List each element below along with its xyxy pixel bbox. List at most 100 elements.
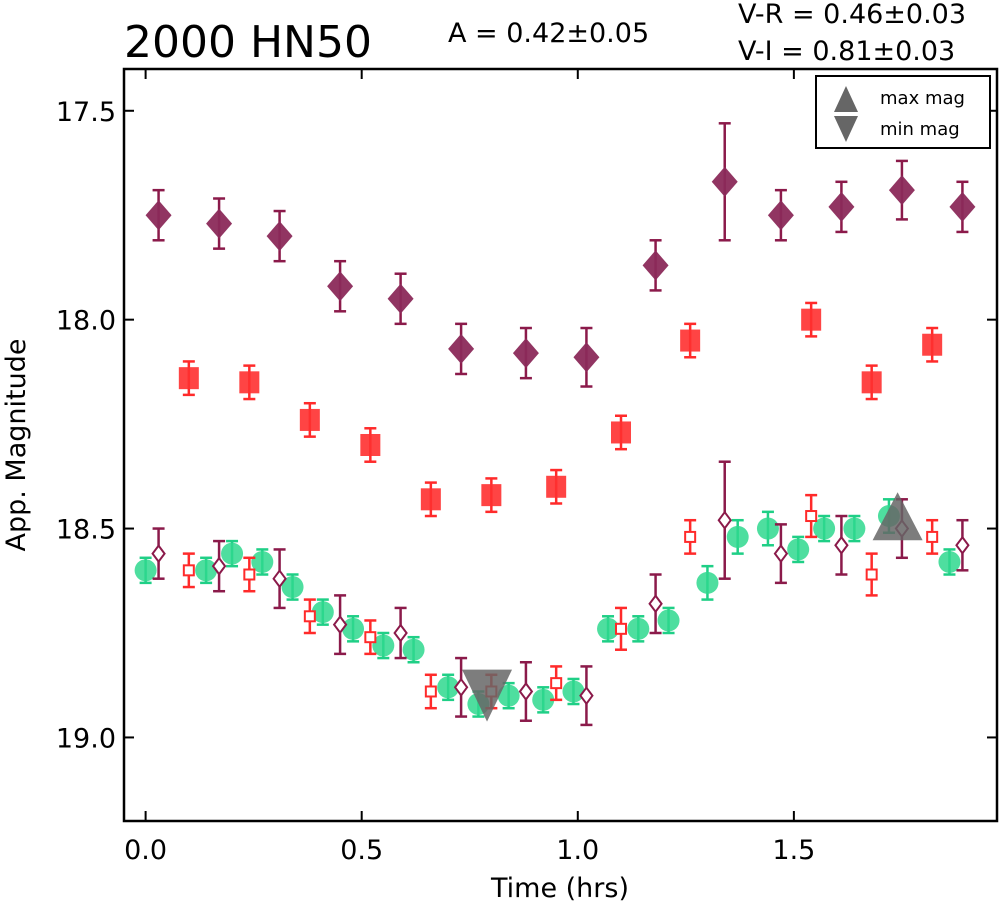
data-point: [611, 414, 632, 451]
x-tick-label: 1.5: [772, 835, 815, 866]
data-point: [597, 615, 620, 643]
data-point: [865, 552, 878, 597]
data-point: [195, 556, 218, 585]
circle-marker: [437, 676, 460, 699]
data-point: [756, 510, 779, 547]
circle-marker: [813, 517, 836, 540]
data-point: [787, 535, 810, 564]
data-point: [926, 518, 939, 555]
data-point: [711, 122, 738, 242]
data-point: [938, 548, 961, 576]
square-marker: [178, 367, 199, 390]
data-point: [402, 635, 425, 664]
open-square-marker: [364, 631, 377, 644]
diamond-marker: [828, 191, 855, 222]
max-mag-marker: [872, 492, 923, 541]
data-point: [532, 686, 555, 714]
open-square-marker: [926, 530, 939, 543]
data-point: [134, 556, 157, 585]
plot-frame: [122, 67, 999, 823]
data-point: [696, 564, 719, 601]
open-square-marker: [550, 677, 563, 690]
open-diamond-marker: [834, 535, 849, 555]
data-point: [360, 427, 381, 463]
circle-marker: [342, 617, 365, 640]
diamond-marker: [573, 342, 600, 373]
open-square-marker: [243, 568, 256, 581]
amplitude-annotation: A = 0.42±0.05: [448, 18, 649, 49]
circle-marker: [938, 550, 961, 573]
open-square-marker: [865, 568, 878, 581]
max-mag-legend-icon: [834, 86, 858, 112]
data-point: [955, 518, 970, 572]
data-point: [281, 573, 304, 601]
data-point: [182, 552, 195, 589]
data-point: [726, 518, 749, 555]
open-diamond-marker: [518, 681, 534, 702]
open-diamond-marker: [955, 535, 970, 555]
color-vi-annotation: V-I = 0.81±0.03: [738, 36, 955, 67]
data-point: [813, 514, 836, 543]
square-marker: [680, 329, 701, 352]
circle-marker: [726, 525, 749, 548]
data-point: [481, 477, 502, 514]
data-point: [657, 606, 680, 635]
circle-marker: [281, 576, 304, 599]
data-point: [642, 239, 669, 292]
square-marker: [611, 421, 632, 444]
data-point: [805, 493, 818, 539]
data-point: [221, 539, 244, 568]
color-vr-annotation: V-R = 0.46±0.03: [738, 0, 966, 30]
square-marker: [481, 484, 502, 507]
data-point: [151, 527, 166, 580]
circle-marker: [627, 617, 650, 640]
data-point: [562, 677, 585, 706]
diamond-marker: [387, 283, 414, 314]
open-diamond-marker: [272, 569, 287, 589]
data-point: [801, 301, 822, 338]
diamond-marker: [206, 208, 233, 239]
data-point: [773, 523, 789, 585]
legend-label-max: max mag: [880, 88, 965, 109]
diamond-marker: [327, 271, 354, 302]
circle-marker: [756, 517, 779, 540]
diamond-marker: [512, 338, 539, 369]
data-point: [311, 598, 334, 626]
circle-marker: [787, 538, 810, 561]
diamond-marker: [266, 221, 293, 252]
open-diamond-marker: [211, 556, 227, 576]
square-marker: [299, 408, 320, 431]
data-point: [342, 615, 365, 643]
data-point: [648, 573, 663, 635]
open-square-marker: [303, 610, 316, 623]
data-point: [615, 606, 628, 651]
legend: max mag min mag: [815, 75, 991, 149]
open-diamond-marker: [773, 543, 789, 564]
chart-title: 2000 HN50: [124, 17, 372, 68]
circle-marker: [221, 542, 244, 565]
data-point: [243, 556, 256, 593]
open-square-marker: [424, 685, 437, 698]
circle-marker: [532, 688, 555, 711]
open-diamond-marker: [151, 543, 166, 564]
diamond-marker: [711, 166, 738, 197]
data-point: [372, 631, 395, 660]
plot-marks: [134, 122, 976, 727]
square-marker: [922, 333, 943, 356]
data-point: [299, 401, 320, 438]
y-tick-label: 17.5: [56, 97, 116, 128]
square-marker: [546, 475, 567, 498]
data-point: [843, 514, 866, 543]
square-marker: [420, 488, 441, 511]
open-diamond-marker: [717, 510, 732, 530]
data-point: [680, 322, 701, 359]
diamond-marker: [642, 250, 669, 281]
data-point: [437, 673, 460, 702]
diamond-marker: [949, 191, 976, 222]
data-point: [424, 673, 437, 710]
open-square-marker: [684, 530, 697, 543]
data-point: [579, 665, 594, 727]
circle-marker: [657, 609, 680, 632]
data-point: [303, 598, 316, 635]
